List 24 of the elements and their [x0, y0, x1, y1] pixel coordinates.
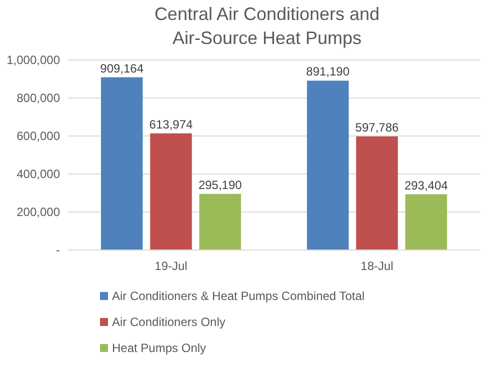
- x-tick-label: 18-Jul: [360, 259, 394, 273]
- bar: [405, 194, 448, 250]
- legend-label: Air Conditioners & Heat Pumps Combined Total: [112, 289, 365, 304]
- bar: [306, 80, 349, 250]
- data-label: 293,404: [404, 178, 448, 192]
- data-label: 909,164: [100, 61, 144, 76]
- bar: [199, 194, 242, 250]
- y-tick-label: 400,000: [16, 167, 60, 182]
- y-tick-label: 600,000: [16, 129, 60, 144]
- y-tick-label: 800,000: [16, 91, 60, 106]
- chart-title: Central Air Conditioners and Air-Source Heat Pumps: [154, 4, 380, 48]
- y-tick-label: 1,000,000: [6, 53, 60, 68]
- data-label: 891,190: [306, 64, 350, 79]
- bar: [100, 77, 143, 250]
- bar: [356, 136, 398, 250]
- data-label: 613,974: [149, 117, 194, 132]
- legend-label: Air Conditioners Only: [112, 315, 226, 330]
- legend-label: Heat Pumps Only: [112, 341, 206, 356]
- y-tick-label: 200,000: [16, 205, 60, 220]
- y-tick-label: -: [56, 243, 60, 258]
- data-label: 295,190: [198, 178, 242, 192]
- bar: [150, 133, 192, 250]
- x-tick-label: 19-Jul: [154, 259, 188, 273]
- data-label: 597,786: [355, 120, 400, 134]
